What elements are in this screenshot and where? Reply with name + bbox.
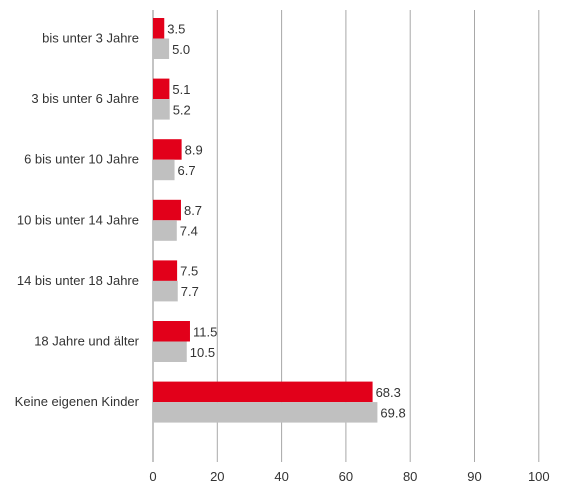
value-label: 7.4 — [180, 224, 198, 239]
bar-red — [153, 321, 190, 342]
value-label: 5.1 — [172, 82, 190, 97]
x-tick-label: 60 — [339, 469, 353, 484]
category-label: 3 bis unter 6 Jahre — [31, 91, 139, 106]
bar-gray — [153, 341, 187, 362]
value-label: 8.9 — [185, 142, 203, 157]
value-labels: 3.5 5.0 5.1 5.2 8.9 6.7 8.7 7.4 7.5 7.7 11.5 10.5 68… — [167, 21, 405, 420]
x-tick-label: 0 — [149, 469, 156, 484]
value-label: 11.5 — [193, 324, 217, 339]
value-label: 7.7 — [181, 284, 199, 299]
value-label: 5.2 — [173, 102, 191, 117]
bar-red — [153, 18, 165, 39]
value-label: 10.5 — [190, 345, 215, 360]
value-label: 8.7 — [184, 203, 202, 218]
grid-lines — [152, 10, 540, 462]
bar-red — [153, 260, 178, 281]
bar-gray — [153, 220, 177, 241]
bar-gray — [153, 38, 170, 59]
value-label: 6.7 — [178, 163, 196, 178]
category-label: 10 bis unter 14 Jahre — [17, 212, 139, 227]
category-label: Keine eigenen Kinder — [15, 394, 140, 409]
bar-red — [153, 139, 182, 160]
bar-gray — [153, 159, 175, 181]
x-axis-ticks: 0 20 40 60 80 90 100 — [149, 469, 549, 484]
x-tick-label: 80 — [403, 469, 417, 484]
value-label: 7.5 — [180, 264, 198, 279]
bar-red — [153, 381, 373, 403]
x-tick-label: 40 — [274, 469, 288, 484]
bars — [153, 18, 378, 423]
x-tick-label: 20 — [210, 469, 224, 484]
category-label: 6 bis unter 10 Jahre — [24, 152, 139, 167]
bar-gray — [153, 99, 170, 120]
category-label: 18 Jahre und älter — [34, 334, 139, 349]
value-label: 68.3 — [376, 385, 401, 400]
bar-gray — [153, 280, 178, 302]
bar-red — [153, 78, 170, 100]
value-label: 3.5 — [167, 21, 185, 36]
x-tick-label: 100 — [528, 469, 550, 484]
x-tick-label: 90 — [467, 469, 481, 484]
category-labels: bis unter 3 Jahre 3 bis unter 6 Jahre 6 bi… — [15, 31, 140, 410]
value-label: 5.0 — [172, 42, 190, 57]
category-label: bis unter 3 Jahre — [42, 31, 139, 46]
bar-gray — [153, 402, 378, 423]
bar-red — [153, 199, 181, 221]
category-label: 14 bis unter 18 Jahre — [17, 273, 139, 288]
value-label: 69.8 — [380, 405, 405, 420]
